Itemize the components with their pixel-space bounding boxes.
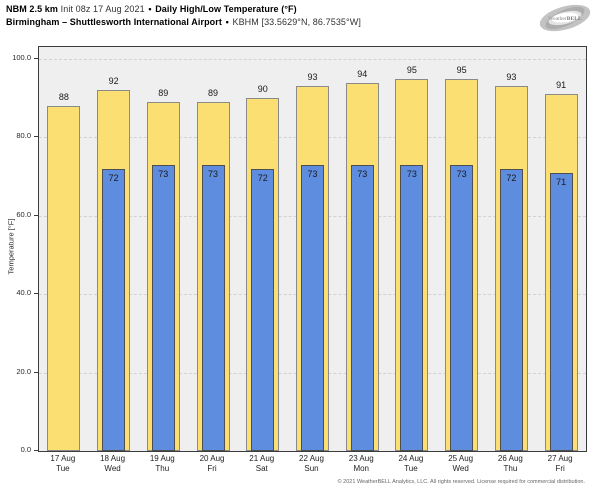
x-tick-day: Thu bbox=[155, 464, 170, 473]
low-bar bbox=[251, 168, 275, 451]
y-tick-mark bbox=[34, 214, 38, 216]
y-tick-mark bbox=[34, 58, 38, 59]
y-tick-label: 0.0 bbox=[20, 445, 31, 454]
x-tick-day: Tue bbox=[56, 464, 70, 473]
x-tick-label: 21 Aug Sat bbox=[237, 454, 287, 474]
model-name: NBM 2.5 km bbox=[6, 4, 59, 14]
product-name: Daily High/Low Temperature (°F) bbox=[155, 4, 297, 14]
y-tick-label: 100.0 bbox=[12, 53, 31, 62]
weatherbell-swirl-icon: WeatherBELL bbox=[539, 4, 591, 32]
x-tick-day: Fri bbox=[207, 464, 217, 473]
x-tick-day: Mon bbox=[353, 464, 369, 473]
low-value-label: 71 bbox=[556, 176, 567, 187]
x-tick-label: 17 Aug Tue bbox=[38, 454, 88, 474]
chart-title-line2: Birmingham – Shuttlesworth International… bbox=[6, 17, 361, 27]
y-tick-label: 80.0 bbox=[16, 131, 31, 141]
low-value-label: 73 bbox=[357, 168, 368, 179]
y-tick-mark bbox=[34, 136, 38, 138]
low-bar bbox=[102, 168, 126, 451]
x-tick-label: 24 Aug Tue bbox=[386, 454, 436, 474]
low-bar bbox=[350, 164, 374, 451]
x-tick-date: 20 Aug bbox=[199, 454, 225, 463]
x-tick-label: 27 Aug Fri bbox=[535, 454, 585, 474]
low-bar bbox=[549, 172, 573, 451]
x-tick-date: 24 Aug bbox=[398, 454, 424, 463]
low-value-label: 73 bbox=[208, 168, 219, 179]
y-tick-label: 60.0 bbox=[16, 209, 31, 219]
separator-dot: • bbox=[225, 17, 229, 27]
x-tick-date: 17 Aug bbox=[50, 454, 76, 463]
x-tick-label: 20 Aug Fri bbox=[187, 454, 237, 474]
gridline-100 bbox=[39, 59, 586, 60]
high-value-label: 95 bbox=[456, 64, 467, 75]
x-tick-label: 18 Aug Wed bbox=[88, 454, 138, 474]
chart-title-line1: NBM 2.5 km Init 08z 17 Aug 2021 • Daily … bbox=[6, 4, 297, 14]
station-id: KBHM [33.5629°N, 86.7535°W] bbox=[232, 17, 361, 27]
low-bar bbox=[201, 164, 225, 451]
x-tick-day: Sun bbox=[304, 464, 319, 473]
x-tick-date: 19 Aug bbox=[149, 454, 175, 463]
y-tick-label: 40.0 bbox=[16, 288, 31, 298]
separator-dot: • bbox=[148, 4, 152, 14]
init-time: Init 08z 17 Aug 2021 bbox=[60, 4, 145, 14]
x-tick-date: 21 Aug bbox=[249, 454, 275, 463]
x-tick-label: 23 Aug Mon bbox=[336, 454, 386, 474]
y-tick-mark bbox=[34, 371, 38, 373]
x-tick-day: Tue bbox=[404, 464, 418, 473]
high-value-label: 88 bbox=[58, 92, 69, 103]
high-value-label: 91 bbox=[556, 80, 567, 91]
low-value-label: 72 bbox=[506, 172, 517, 183]
y-tick-mark bbox=[34, 450, 38, 451]
x-tick-date: 27 Aug bbox=[547, 454, 573, 463]
low-value-label: 73 bbox=[158, 168, 169, 179]
x-tick-day: Wed bbox=[452, 464, 469, 473]
x-tick-day: Thu bbox=[503, 464, 518, 473]
low-value-label: 73 bbox=[307, 168, 318, 179]
x-tick-day: Wed bbox=[104, 464, 121, 473]
x-tick-label: 22 Aug Sun bbox=[287, 454, 337, 474]
x-tick-label: 19 Aug Thu bbox=[137, 454, 187, 474]
low-bar bbox=[151, 164, 175, 451]
x-tick-label: 26 Aug Thu bbox=[486, 454, 536, 474]
high-value-label: 95 bbox=[406, 64, 417, 75]
x-tick-day: Fri bbox=[555, 464, 565, 473]
x-tick-date: 23 Aug bbox=[348, 454, 374, 463]
high-value-label: 93 bbox=[506, 72, 517, 83]
high-value-label: 93 bbox=[307, 72, 318, 83]
low-bar bbox=[301, 164, 324, 451]
location-name: Birmingham – Shuttlesworth International… bbox=[6, 17, 222, 27]
copyright-text: © 2021 WeatherBELL Analytics, LLC. All r… bbox=[337, 479, 585, 485]
low-value-label: 72 bbox=[257, 172, 268, 183]
y-tick-label: 20.0 bbox=[16, 366, 31, 376]
x-tick-date: 25 Aug bbox=[448, 454, 474, 463]
x-tick-date: 18 Aug bbox=[100, 454, 126, 463]
y-axis-title: Temperature [°F] bbox=[6, 218, 16, 275]
high-value-label: 90 bbox=[257, 84, 268, 95]
x-tick-day: Sat bbox=[255, 464, 268, 473]
low-bar bbox=[499, 168, 523, 451]
high-bar bbox=[47, 106, 81, 451]
svg-text:WeatherBELL: WeatherBELL bbox=[548, 16, 582, 22]
x-tick-date: 26 Aug bbox=[497, 454, 523, 463]
low-value-label: 73 bbox=[406, 168, 417, 179]
high-value-label: 94 bbox=[357, 68, 368, 79]
y-tick-mark bbox=[34, 293, 38, 295]
plot-area: 88 92 72 89 73 89 73 90 72 93 73 94 73 95 73 95 73 93 72 91… bbox=[38, 46, 587, 452]
weatherbell-logo: WeatherBELL bbox=[536, 3, 594, 38]
low-bar bbox=[450, 164, 474, 451]
high-value-label: 89 bbox=[208, 88, 219, 99]
low-value-label: 72 bbox=[108, 172, 119, 183]
x-tick-date: 22 Aug bbox=[299, 454, 324, 463]
low-value-label: 73 bbox=[456, 168, 467, 179]
low-bar bbox=[400, 164, 424, 451]
x-tick-label: 25 Aug Wed bbox=[436, 454, 486, 474]
high-value-label: 89 bbox=[158, 88, 169, 99]
high-value-label: 92 bbox=[108, 76, 119, 87]
